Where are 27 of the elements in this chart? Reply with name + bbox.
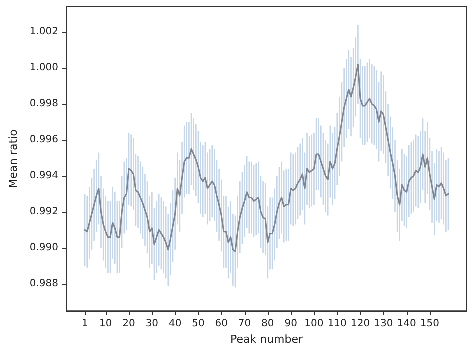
y-tick-label: 0.988 <box>30 278 59 290</box>
y-axis-title: Mean ratio <box>7 129 20 188</box>
x-tick-label: 1 <box>82 318 88 330</box>
x-tick-label: 120 <box>350 318 370 330</box>
x-tick-label: 140 <box>397 318 416 330</box>
x-tick-label: 20 <box>122 318 136 330</box>
y-tick-label: 1.000 <box>30 62 59 74</box>
x-tick-label: 30 <box>146 318 159 330</box>
x-tick-label: 110 <box>328 318 347 330</box>
x-axis-title: Peak number <box>230 333 304 346</box>
x-tick-label: 90 <box>284 318 298 330</box>
x-tick-label: 70 <box>238 318 252 330</box>
y-tick-label: 0.990 <box>30 242 59 254</box>
x-tick-label: 60 <box>215 318 228 330</box>
line-series <box>84 64 450 252</box>
x-tick-label: 80 <box>262 318 274 330</box>
x-tick-label: 130 <box>374 318 394 330</box>
x-tick-label: 40 <box>168 318 182 330</box>
y-tick-label: 0.996 <box>30 134 59 146</box>
y-tick-label: 1.002 <box>30 26 59 38</box>
y-tick-label: 0.992 <box>30 206 59 218</box>
x-tick-label: 10 <box>100 318 112 330</box>
y-tick-label: 0.998 <box>30 98 59 110</box>
x-tick-label: 100 <box>304 318 324 330</box>
x-tick-label: 50 <box>192 318 205 330</box>
y-tick-label: 0.994 <box>30 170 59 182</box>
x-tick-label: 150 <box>420 318 440 330</box>
